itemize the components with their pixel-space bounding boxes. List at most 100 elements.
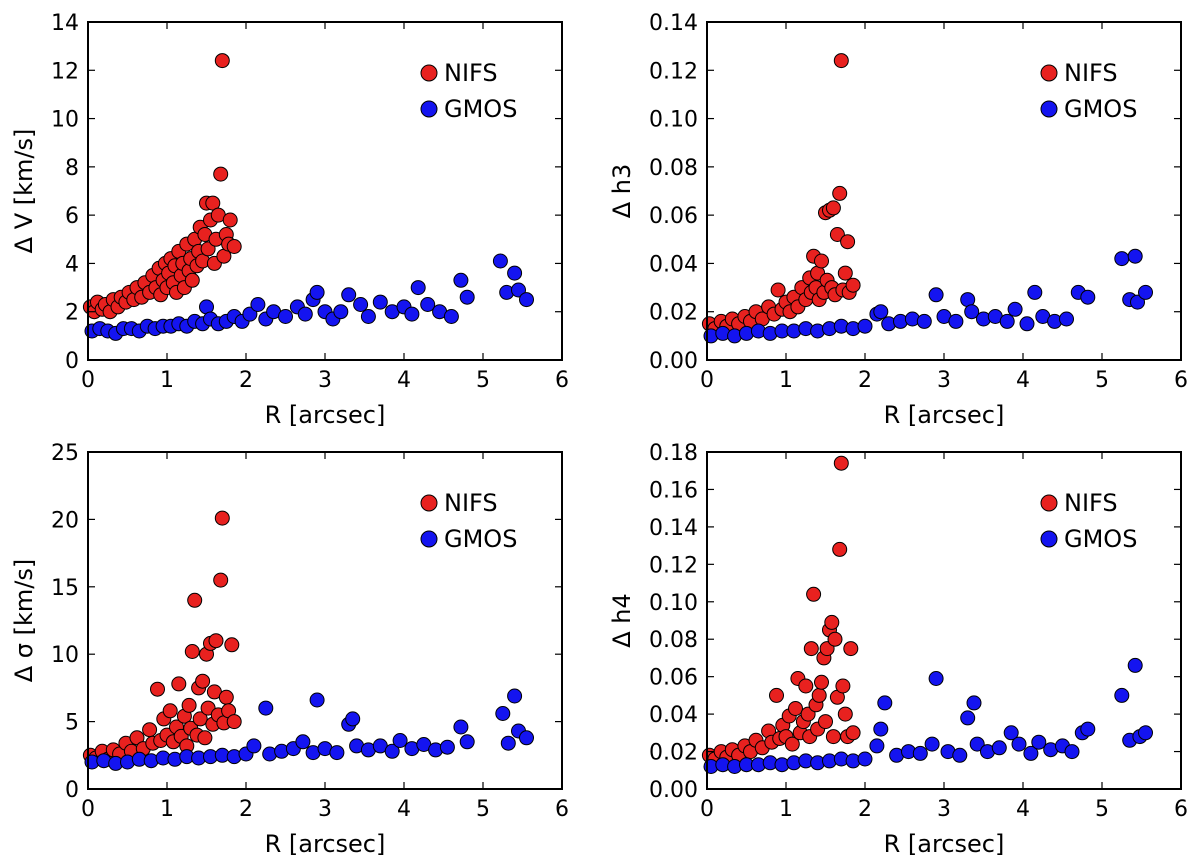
data-point-gmos: [869, 738, 885, 754]
y-tick-label: 8: [65, 156, 79, 181]
y-axis-label: Δ V [km/s]: [10, 129, 38, 254]
x-tick-label: 4: [1016, 368, 1030, 393]
data-point-nifs: [798, 678, 814, 694]
data-point-gmos: [345, 711, 361, 727]
x-tick-label: 0: [700, 368, 714, 393]
data-point-gmos: [443, 309, 459, 324]
data-point-gmos: [1027, 284, 1043, 300]
series-nifs: [82, 53, 242, 320]
data-point-nifs: [195, 673, 211, 689]
data-point-nifs: [224, 637, 240, 653]
data-point-gmos: [439, 739, 455, 755]
x-tick-label: 0: [81, 797, 95, 822]
panel-dsigma: 0 1 2 3 4 5 6 0 5 10 15 20 25 R [arcsec] Δ σ [km/s] NIF…: [10, 441, 569, 858]
series-nifs: [82, 510, 242, 767]
data-point-gmos: [353, 297, 369, 312]
legend: NIFS GMOS: [420, 489, 517, 553]
data-point-nifs: [833, 53, 849, 69]
data-point-gmos: [500, 735, 516, 751]
data-point-nifs: [832, 541, 848, 557]
data-point-gmos: [1080, 721, 1096, 737]
series-gmos: [703, 657, 1153, 774]
data-point-nifs: [184, 644, 200, 659]
data-point-nifs: [197, 730, 213, 746]
y-tick-label: 0.08: [649, 628, 698, 653]
data-point-nifs: [181, 697, 197, 713]
x-axis-label: R [arcsec]: [265, 830, 386, 858]
data-point-nifs: [814, 253, 829, 269]
y-tick-label: 0.02: [649, 301, 698, 326]
data-point-gmos: [916, 313, 932, 329]
y-tick-label: 0.10: [649, 591, 698, 616]
y-tick-label: 0.06: [649, 666, 698, 691]
data-point-gmos: [1023, 745, 1039, 761]
plot-frame: [706, 451, 1182, 790]
data-point-nifs: [162, 703, 178, 719]
legend-marker-nifs: [420, 64, 438, 82]
y-tick-label: 0: [65, 349, 79, 374]
data-point-gmos: [309, 284, 325, 300]
data-point-nifs: [818, 714, 833, 730]
data-point-gmos: [877, 695, 893, 711]
data-point-gmos: [873, 304, 889, 320]
data-point-gmos: [1019, 316, 1035, 332]
data-point-gmos: [873, 721, 889, 737]
x-tick-label: 6: [555, 368, 569, 393]
data-point-nifs: [845, 277, 861, 293]
data-point-gmos: [297, 306, 313, 322]
legend-label-gmos: GMOS: [444, 95, 517, 123]
series-gmos: [84, 253, 534, 341]
y-tick-label: 0: [65, 778, 79, 803]
x-tick-label: 2: [858, 368, 872, 393]
x-tick-label: 0: [700, 797, 714, 822]
y-tick-label: 0.12: [649, 59, 698, 84]
data-point-gmos: [928, 287, 944, 303]
data-point-nifs: [806, 586, 822, 602]
data-point-gmos: [295, 734, 311, 750]
x-tick-label: 6: [555, 797, 569, 822]
data-point-gmos: [511, 282, 526, 298]
data-point-gmos: [384, 743, 400, 759]
plot-frame: [87, 21, 563, 361]
y-tick-label: 0.04: [649, 252, 698, 277]
y-tick-label: 20: [51, 508, 79, 533]
data-point-nifs: [835, 678, 851, 694]
plot-frame: [706, 21, 1182, 361]
data-point-gmos: [495, 706, 511, 721]
legend-label-nifs: NIFS: [1064, 489, 1118, 517]
x-tick-label: 4: [1016, 797, 1030, 822]
data-point-nifs: [832, 185, 848, 201]
legend-marker-gmos: [420, 100, 438, 118]
data-point-gmos: [492, 253, 508, 269]
data-point-gmos: [1064, 744, 1080, 760]
data-point-gmos: [258, 700, 274, 716]
data-point-gmos: [246, 738, 262, 754]
x-axis-label: R [arcsec]: [884, 401, 1005, 429]
x-tick-label: 4: [397, 797, 411, 822]
data-point-gmos: [459, 734, 475, 750]
data-point-nifs: [784, 736, 800, 752]
data-point-nifs: [213, 572, 229, 588]
legend-marker-gmos: [1040, 530, 1058, 548]
data-point-nifs: [218, 689, 234, 705]
data-point-gmos: [420, 297, 436, 312]
y-tick-label: 5: [65, 711, 79, 736]
data-point-gmos: [1130, 294, 1145, 310]
data-point-nifs: [811, 687, 827, 703]
data-point-gmos: [969, 736, 985, 752]
data-point-gmos: [1007, 301, 1023, 317]
data-point-nifs: [770, 282, 786, 298]
legend-label-nifs: NIFS: [1064, 59, 1118, 87]
x-tick-label: 3: [318, 797, 332, 822]
data-point-nifs: [824, 614, 840, 630]
plot-frame: [87, 451, 563, 790]
data-point-nifs: [825, 200, 841, 216]
data-point-gmos: [1031, 734, 1047, 750]
data-point-nifs: [843, 641, 859, 657]
y-tick-label: 25: [51, 441, 79, 466]
x-tick-label: 6: [1174, 797, 1188, 822]
x-tick-label: 2: [858, 797, 872, 822]
data-point-gmos: [948, 313, 964, 329]
